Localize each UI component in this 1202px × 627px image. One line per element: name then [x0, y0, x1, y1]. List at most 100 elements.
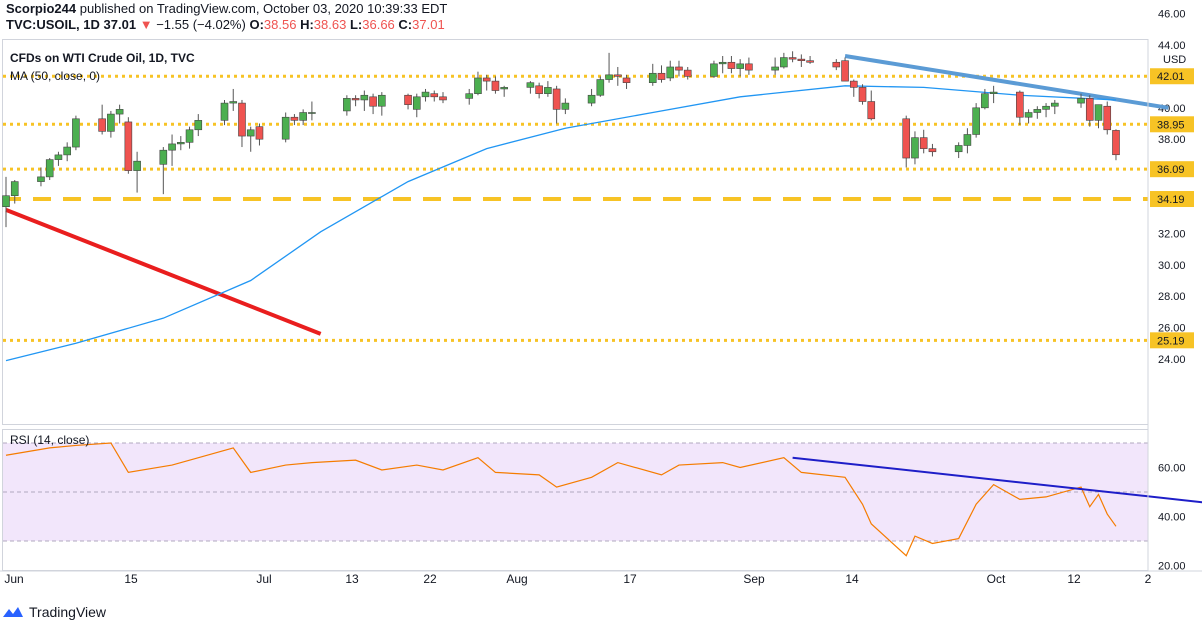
candle-body [1085, 98, 1094, 121]
candle-body [605, 74, 613, 80]
candle-body [63, 146, 71, 156]
candle-body [500, 87, 508, 90]
candle-body [858, 87, 867, 102]
candle-body [911, 137, 919, 159]
candle-body [648, 72, 657, 83]
price-tick-label: 28.00 [1158, 291, 1186, 303]
author-name[interactable]: Scorpio244 [6, 1, 77, 16]
down-arrow-icon: ▼ [139, 17, 153, 32]
publish-line: Scorpio244 published on TradingView.com,… [6, 1, 447, 16]
candle-body [771, 66, 779, 71]
ohlc-line: TVC:USOIL, 1D 37.01 ▼ −1.55 (−4.02%) O:3… [6, 17, 445, 32]
price-tick-label: 46.00 [1158, 9, 1186, 21]
candle-body [1103, 105, 1112, 131]
candle-body [255, 126, 264, 140]
candle-body [290, 116, 299, 121]
price-level-label: 36.09 [1157, 164, 1185, 176]
candle-body [613, 74, 622, 77]
high-value: 38.63 [313, 17, 347, 32]
date-tick-label: 12 [1067, 572, 1081, 586]
red-trend-line [5, 207, 322, 336]
price-level-label: 42.01 [1157, 71, 1185, 83]
date-tick-label: Oct [987, 572, 1006, 586]
price-tick-label: 24.00 [1158, 354, 1186, 366]
candle-body [299, 112, 307, 121]
symbol-label: TVC:USOIL, 1D [6, 17, 100, 32]
candle-body [115, 109, 124, 115]
candle-body [369, 96, 377, 107]
price-level-label: 25.19 [1157, 335, 1185, 347]
price-level-tag [1150, 191, 1194, 208]
price-level-label: 38.95 [1157, 119, 1185, 131]
candle-body [308, 112, 316, 114]
price-tick-label: 38.00 [1158, 134, 1186, 146]
candle-body [561, 102, 570, 110]
candle-body [343, 98, 351, 112]
high-label: H: [300, 17, 314, 32]
rsi-tick-label: 60.00 [1158, 463, 1186, 475]
candle-body [1112, 130, 1120, 156]
candle-body [421, 91, 430, 98]
candle-body [351, 98, 360, 101]
candle-body [465, 93, 474, 99]
candle-body [718, 61, 727, 65]
footer-brand[interactable]: TradingView [2, 604, 106, 620]
footer-brand-label: TradingView [29, 604, 107, 620]
candle-body [919, 137, 928, 149]
rsi-legend[interactable]: RSI (14, close) [10, 433, 90, 447]
open-value: 38.56 [263, 17, 297, 32]
candle-body [1042, 105, 1050, 110]
candle-body [2, 195, 10, 208]
price-tick-label: 32.00 [1158, 228, 1186, 240]
ma50-line [5, 85, 1117, 362]
candle-body [412, 96, 421, 110]
candle-body [622, 77, 631, 83]
date-tick-label: 2 [1145, 572, 1152, 586]
candle-body [797, 58, 806, 62]
date-tick-label: 22 [423, 572, 437, 586]
candle-body [596, 79, 605, 96]
candle-body [360, 94, 369, 101]
candle-body [780, 57, 788, 68]
candle-body [902, 118, 911, 159]
candle-body [194, 120, 203, 131]
candle-body [727, 61, 736, 69]
chart-title: CFDs on WTI Crude Oil, 1D, TVC [10, 51, 195, 65]
candle-body [430, 93, 439, 98]
date-tick-label: 15 [124, 572, 138, 586]
candle-body [1094, 104, 1103, 121]
open-label: O: [249, 17, 264, 32]
rsi-tick-label: 40.00 [1158, 512, 1186, 524]
candle-body [238, 102, 246, 137]
candle-body [133, 160, 141, 171]
candle-body [535, 85, 543, 94]
candle-body [220, 102, 229, 121]
candle-body [666, 66, 675, 79]
price-pane[interactable] [2, 39, 1148, 425]
candle-body [745, 63, 753, 71]
ma-legend[interactable]: MA (50, close, 0) [10, 69, 101, 83]
candle-body [378, 94, 386, 107]
candle-body [849, 80, 858, 88]
date-tick-label: 14 [845, 572, 859, 586]
candle-body [10, 181, 19, 197]
rsi-trend-line [792, 456, 1202, 504]
candle-body [474, 77, 482, 94]
candle-body [54, 154, 63, 160]
candle-body [981, 93, 989, 109]
price-level-tag [1150, 116, 1194, 133]
candle-body [45, 159, 54, 178]
candle-body [928, 148, 937, 153]
last-price: 37.01 [103, 17, 137, 32]
rsi-tick-label: 20.00 [1158, 561, 1186, 573]
date-tick-label: Aug [506, 572, 527, 586]
candle-body [736, 63, 744, 69]
candle-body [675, 66, 683, 71]
close-value: 37.01 [412, 17, 445, 32]
candle-body [404, 94, 412, 105]
price-level-tag [1150, 161, 1194, 178]
rsi-line [5, 442, 1117, 557]
low-label: L: [349, 17, 363, 32]
candle-body [185, 129, 194, 143]
